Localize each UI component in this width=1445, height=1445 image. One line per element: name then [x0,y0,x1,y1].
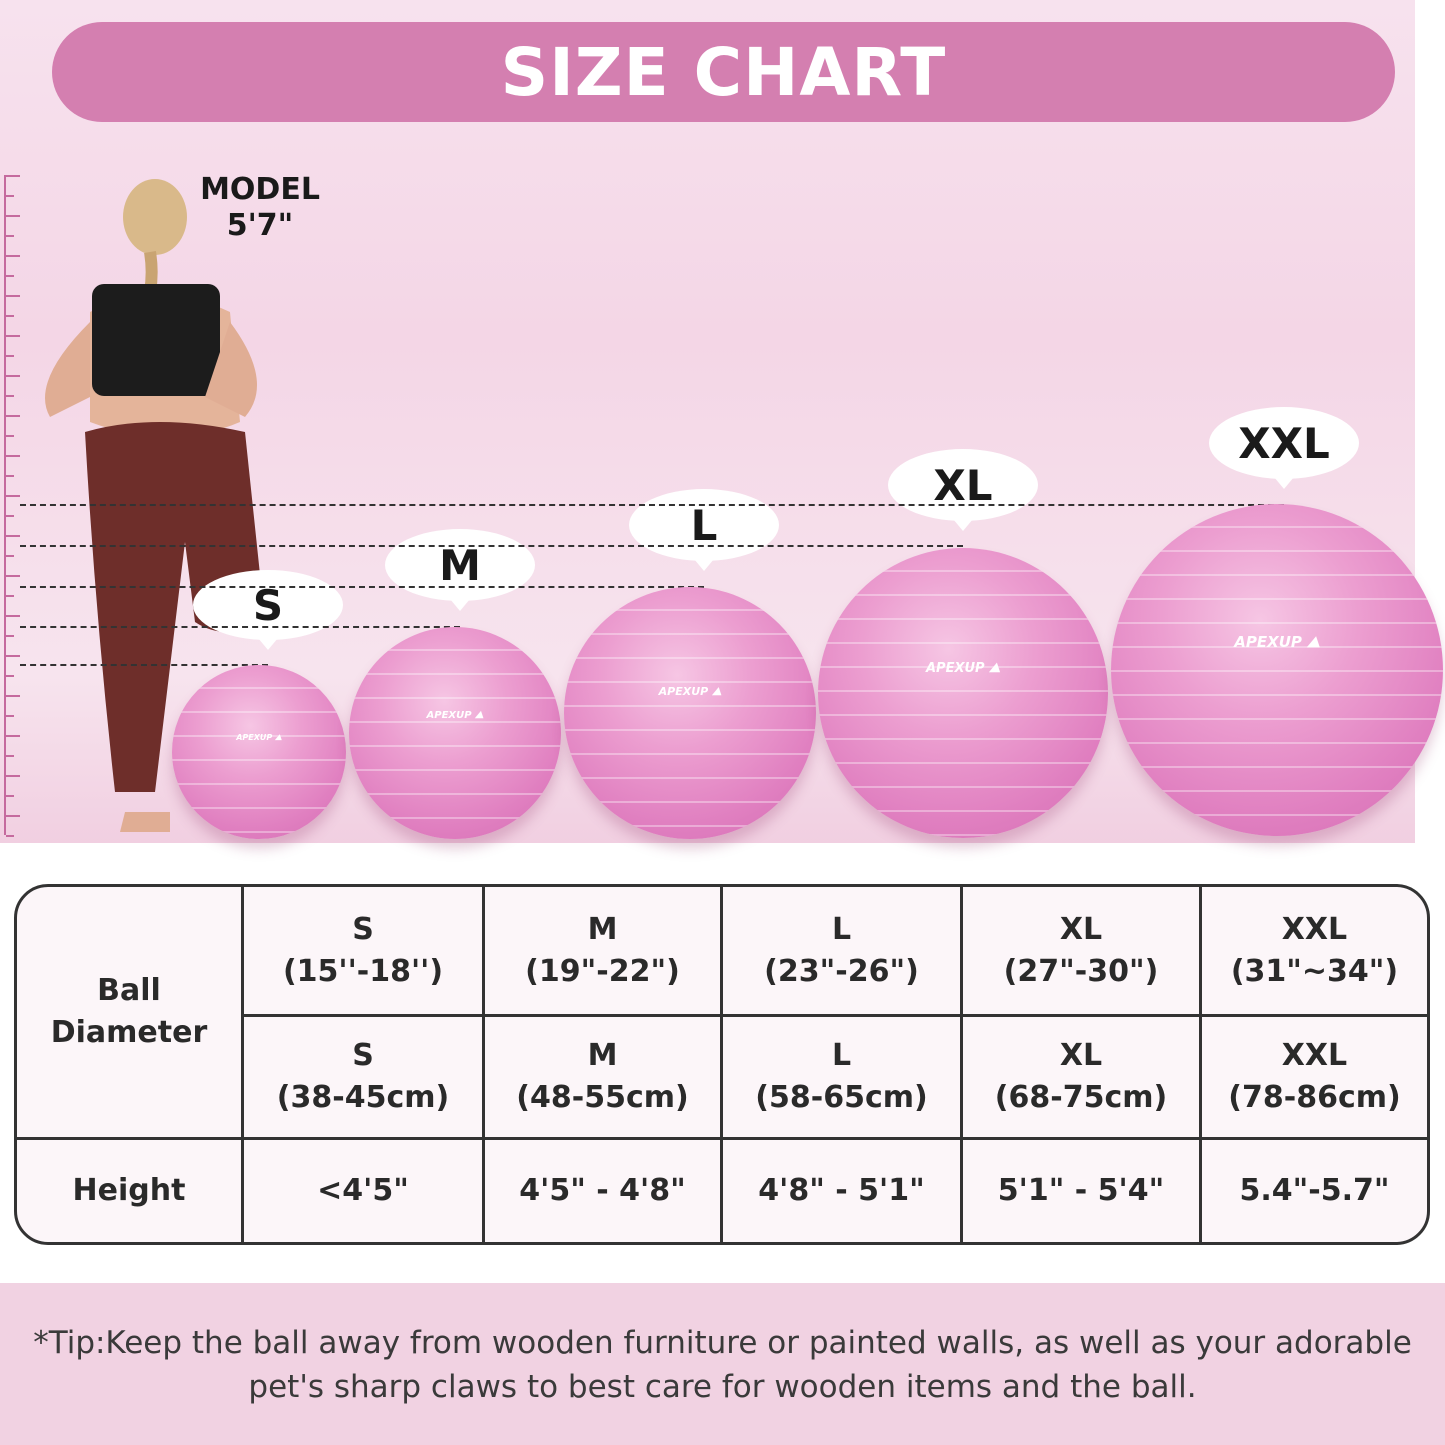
ruler-tick [6,495,20,497]
model-label: MODEL 5'7" [190,172,330,244]
ruler-tick [6,355,14,357]
ruler-tick [6,795,14,797]
ruler-tick [6,295,20,297]
ruler-tick [6,615,20,617]
ruler-tick [6,775,20,777]
exercise-ball-l: APEXUP ⛰ [564,587,816,839]
cell-cm: XL (68-75cm) [963,1017,1202,1140]
size-bubble-s: S [193,570,343,650]
cell-height: 4'8" - 5'1" [723,1140,963,1242]
cell-height: 5.4"-5.7" [1239,1173,1390,1208]
brand-logo: APEXUP ⛰ [658,685,722,699]
height-guide-line [20,664,268,666]
ruler-tick [6,555,14,557]
ruler-tick [6,175,20,177]
ruler-tick [6,415,20,417]
ruler-tick [6,515,14,517]
cell-height: <4'5" [244,1140,485,1242]
cell-inches: L (23"-26") [723,887,963,1017]
row-header-diameter: Ball Diameter [17,887,244,1140]
height-guide-line [20,626,460,628]
ruler-tick [6,815,20,817]
cell-inches: XXL (31"~34") [1202,887,1427,1017]
ruler-tick [6,215,20,217]
ruler-tick [6,695,20,697]
exercise-ball-xl: APEXUP ⛰ [818,548,1108,838]
table-row-cm: S (38-45cm) M (48-55cm) L (58-65cm) XL (68-7… [17,1017,1427,1140]
ruler-tick [6,335,20,337]
ruler-tick [6,575,20,577]
exercise-ball-xxl: APEXUP ⛰ [1111,504,1443,836]
height-ruler [4,175,22,837]
ruler-tick [6,375,20,377]
model-label-text: MODEL [200,172,320,207]
cell-cm: S (38-45cm) [244,1017,485,1140]
brand-logo: APEXUP ⛰ [426,709,484,721]
ruler-tick [6,395,14,397]
brand-logo: APEXUP ⛰ [925,661,1001,677]
brand-logo: APEXUP ⛰ [1234,633,1320,652]
ruler-tick [6,835,14,837]
cell-inches: M (19"-22") [485,887,723,1017]
row-header-height: Height [17,1140,244,1242]
cell-cm: XXL (78-86cm) [1202,1017,1427,1140]
size-bubble-l: L [629,489,779,571]
ruler-tick [6,755,14,757]
ruler-tick [6,675,14,677]
cell-cm: L (58-65cm) [723,1017,963,1140]
ruler-tick [6,315,14,317]
ruler-tick [6,475,14,477]
cell-cm: M (48-55cm) [485,1017,723,1140]
ruler-tick [6,595,14,597]
ruler-tick [6,195,14,197]
ruler-tick [6,455,20,457]
cell-height: 4'5" - 4'8" [485,1140,723,1242]
ruler-tick [6,435,14,437]
exercise-ball-s: APEXUP ⛰ [172,665,346,839]
model-height: 5'7" [226,208,294,243]
size-table: Ball Diameter S (15''-18'') M (19"-22") L(… [14,884,1430,1245]
ruler-tick [6,715,14,717]
exercise-ball-m: APEXUP ⛰ [349,627,561,839]
cell-inches: XL (27"-30") [963,887,1202,1017]
ruler-tick [6,535,20,537]
ruler-tick [6,635,14,637]
table-row-height: Height <4'5" 4'5" - 4'8" 4'8" - 5'1" 5'1… [17,1140,1427,1242]
ruler-tick [6,235,14,237]
cell-height: 5'1" - 5'4" [963,1140,1202,1242]
model-figure [45,179,265,832]
height-guide-line [20,545,963,547]
size-bubble-m: M [385,529,535,611]
ruler-tick [6,275,14,277]
ruler-tick [6,735,20,737]
size-bubble-xxl: XXL [1209,407,1359,489]
ruler-tick [6,655,20,657]
size-bubble-xl: XL [888,449,1038,531]
page-title: SIZE CHART [52,22,1395,122]
table-row-inches: Ball Diameter S (15''-18'') M (19"-22") L(… [17,887,1427,1140]
brand-logo: APEXUP ⛰ [236,732,282,742]
care-tip: *Tip:Keep the ball away from wooden furn… [0,1283,1445,1445]
cell-inches: S (15''-18'') [244,887,485,1017]
height-guide-line [20,504,1284,506]
ruler-tick [6,255,20,257]
height-guide-line [20,586,704,588]
